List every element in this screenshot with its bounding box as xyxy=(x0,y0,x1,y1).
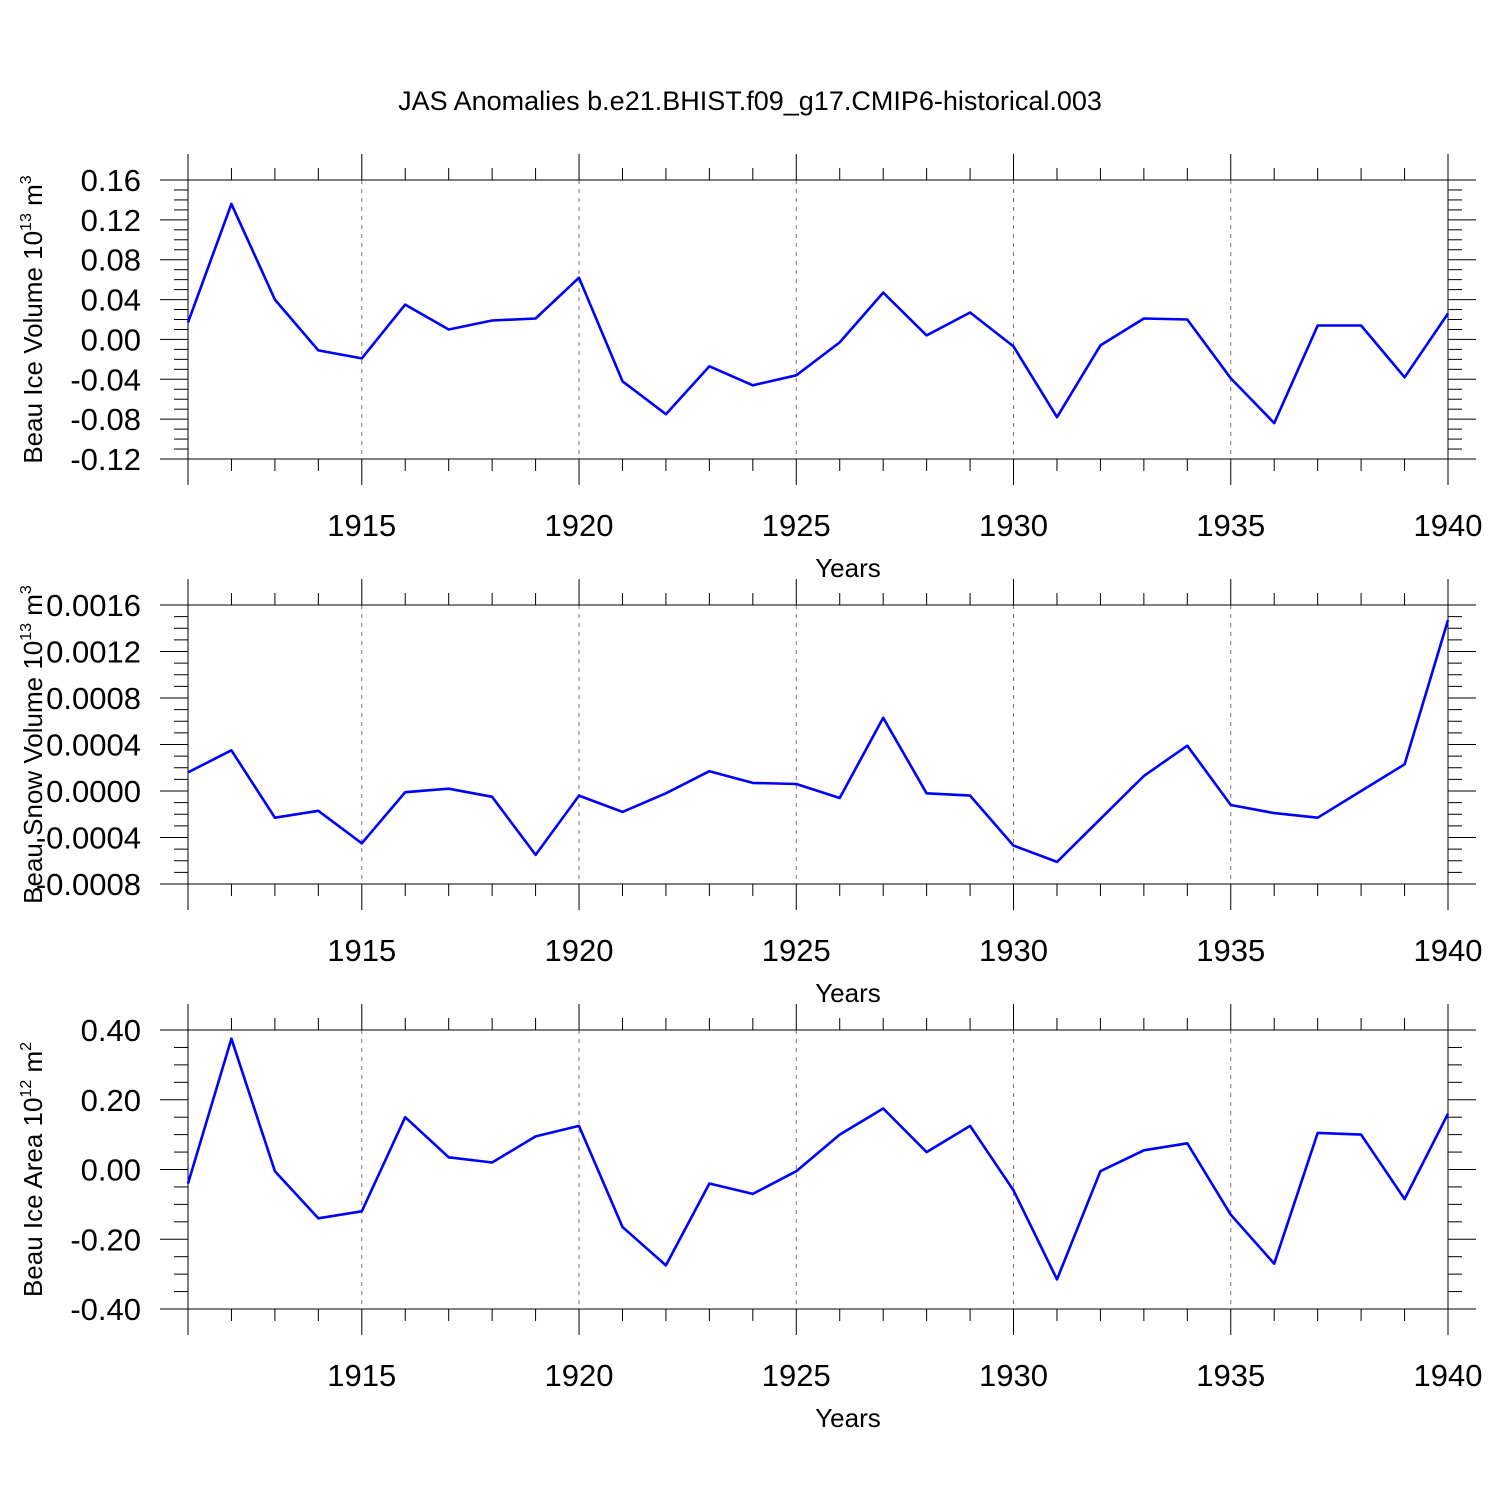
x-tick-label: 1915 xyxy=(327,508,396,543)
x-tick-label: 1940 xyxy=(1414,508,1483,543)
x-tick-label: 1920 xyxy=(545,1358,614,1393)
y-tick-label: 0.0008 xyxy=(46,681,141,716)
y-tick-label: -0.12 xyxy=(70,442,141,477)
y-tick-label: 0.00 xyxy=(81,1153,141,1188)
y-tick-label: -0.0004 xyxy=(36,821,141,856)
y-tick-label: 0.16 xyxy=(81,163,141,198)
x-tick-label: 1930 xyxy=(979,933,1048,968)
y-tick-label: 0.20 xyxy=(81,1083,141,1118)
y-tick-label: 0.00 xyxy=(81,322,141,357)
series-line xyxy=(187,619,1450,864)
y-tick-label: 0.0012 xyxy=(46,635,141,670)
y-tick-label: -0.0008 xyxy=(36,867,141,902)
x-tick-label: 1915 xyxy=(327,933,396,968)
x-tick-label: 1930 xyxy=(979,1358,1048,1393)
y-tick-label: 0.08 xyxy=(81,243,141,278)
chart-panel-2: 0.0016 0.0012 0.0008 0.0004 0.0000 -0.0004 -0.… xyxy=(18,579,1482,1008)
x-axis-label: Years xyxy=(815,978,881,1008)
figure-title: JAS Anomalies b.e21.BHIST.f09_g17.CMIP6-… xyxy=(398,86,1102,116)
x-tick-label: 1915 xyxy=(327,1358,396,1393)
x-tick-label: 1920 xyxy=(545,508,614,543)
y-tick-label: 0.04 xyxy=(81,283,141,318)
y-tick-label: -0.20 xyxy=(70,1222,141,1257)
y-axis-label: Beau Ice Area 1012 m2 xyxy=(18,1042,48,1297)
series-line xyxy=(186,1037,1450,1281)
x-axis-label: Years xyxy=(815,553,881,583)
y-axis-label: Beau Ice Volume 1013 m3 xyxy=(18,175,48,463)
x-tick-label: 1925 xyxy=(762,508,831,543)
series-line xyxy=(186,202,1450,425)
chart-panel-3: 0.40 0.20 0.00 -0.20 -0.40 1915 1920 1925 1930 19… xyxy=(18,1004,1482,1433)
y-tick-label: 0.0000 xyxy=(46,774,141,809)
x-tick-label: 1925 xyxy=(762,933,831,968)
x-tick-label: 1935 xyxy=(1196,1358,1265,1393)
y-tick-label: -0.08 xyxy=(70,402,141,437)
y-axis-label: Beau Snow Volume 1013 m3 xyxy=(18,585,48,904)
x-tick-label: 1920 xyxy=(545,933,614,968)
x-axis-label: Years xyxy=(815,1403,881,1433)
x-tick-label: 1940 xyxy=(1414,1358,1483,1393)
y-tick-label: 0.40 xyxy=(81,1013,141,1048)
y-tick-label: 0.0004 xyxy=(46,728,141,763)
x-tick-label: 1940 xyxy=(1414,933,1483,968)
x-tick-label: 1930 xyxy=(979,508,1048,543)
x-tick-label: 1935 xyxy=(1196,508,1265,543)
y-tick-label: 0.12 xyxy=(81,203,141,238)
y-tick-label: -0.04 xyxy=(70,362,141,397)
chart-panel-1: 0.16 0.12 0.08 0.04 0.00 -0.04 -0.08 -0.12 1915 1… xyxy=(18,154,1482,583)
x-tick-label: 1935 xyxy=(1196,933,1265,968)
y-tick-label: -0.40 xyxy=(70,1292,141,1327)
y-tick-label: 0.0016 xyxy=(46,588,141,623)
x-tick-label: 1925 xyxy=(762,1358,831,1393)
